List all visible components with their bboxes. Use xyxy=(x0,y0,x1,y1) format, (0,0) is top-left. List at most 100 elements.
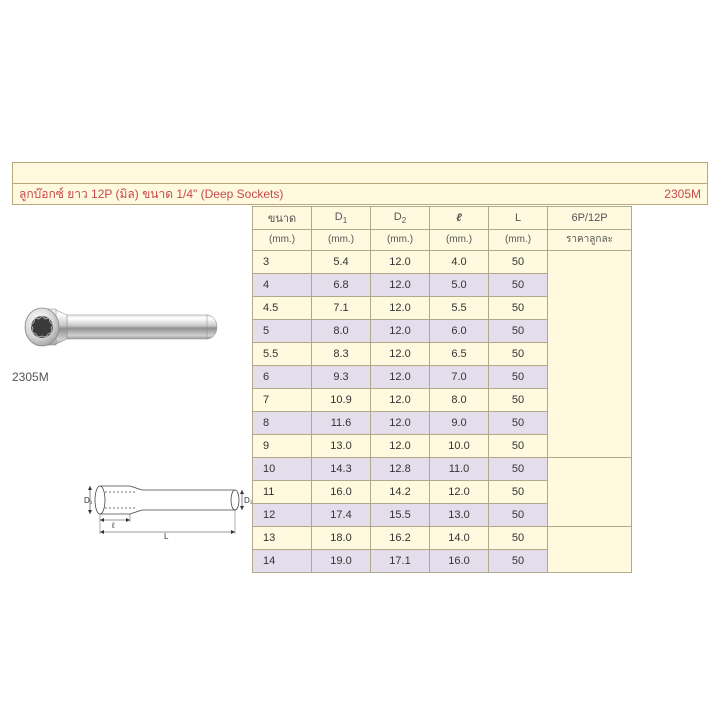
cell-size: 11 xyxy=(253,481,312,504)
th-price-bot: ราคาลูกละ xyxy=(548,230,632,251)
th-d2-bot: (mm.) xyxy=(371,230,430,251)
cell-d1: 14.3 xyxy=(312,458,371,481)
cell-size: 12 xyxy=(253,504,312,527)
cell-l2: 50 xyxy=(489,527,548,550)
socket-icon xyxy=(12,290,222,365)
cell-l2: 50 xyxy=(489,550,548,573)
cell-d2: 12.0 xyxy=(371,366,430,389)
cell-l1: 16.0 xyxy=(430,550,489,573)
cell-d1: 10.9 xyxy=(312,389,371,412)
cell-l2: 50 xyxy=(489,251,548,274)
th-price-top: 6P/12P xyxy=(548,207,632,230)
cell-d2: 12.0 xyxy=(371,320,430,343)
cell-l1: 10.0 xyxy=(430,435,489,458)
cell-size: 6 xyxy=(253,366,312,389)
cell-l1: 13.0 xyxy=(430,504,489,527)
cell-l2: 50 xyxy=(489,504,548,527)
cell-d2: 14.2 xyxy=(371,481,430,504)
cell-l1: 6.5 xyxy=(430,343,489,366)
cell-l1: 7.0 xyxy=(430,366,489,389)
spec-tbody: 35.412.04.05046.812.05.0504.57.112.05.55… xyxy=(253,251,632,573)
cell-l2: 50 xyxy=(489,412,548,435)
cell-l2: 50 xyxy=(489,458,548,481)
dimension-diagram: D₁ D₂ ℓ L xyxy=(80,470,260,540)
cell-d2: 17.1 xyxy=(371,550,430,573)
cell-d1: 18.0 xyxy=(312,527,371,550)
cell-l1: 5.5 xyxy=(430,297,489,320)
cell-size: 4.5 xyxy=(253,297,312,320)
cell-l1: 5.0 xyxy=(430,274,489,297)
cell-l2: 50 xyxy=(489,343,548,366)
th-l2-top: L xyxy=(489,207,548,230)
product-title: ลูกบ๊อกซ์ ยาว 12P (มิล) ขนาด 1/4" (Deep … xyxy=(19,185,283,204)
th-d2-top: D2 xyxy=(371,207,430,230)
cell-l2: 50 xyxy=(489,297,548,320)
cell-price xyxy=(548,527,632,573)
cell-size: 13 xyxy=(253,527,312,550)
table-row: 1014.312.811.050 xyxy=(253,458,632,481)
table-row: 35.412.04.050 xyxy=(253,251,632,274)
cell-d2: 12.0 xyxy=(371,389,430,412)
cell-d1: 7.1 xyxy=(312,297,371,320)
th-l1-bot: (mm.) xyxy=(430,230,489,251)
cell-price xyxy=(548,251,632,458)
product-label: 2305M xyxy=(12,370,232,384)
th-l1-top: ℓ xyxy=(430,207,489,230)
cell-d2: 15.5 xyxy=(371,504,430,527)
cell-price xyxy=(548,458,632,527)
cell-l2: 50 xyxy=(489,366,548,389)
cell-size: 5.5 xyxy=(253,343,312,366)
title-bar: ลูกบ๊อกซ์ ยาว 12P (มิล) ขนาด 1/4" (Deep … xyxy=(12,183,708,205)
cell-d2: 12.0 xyxy=(371,297,430,320)
svg-text:D₁: D₁ xyxy=(84,496,93,505)
spec-table: ขนาด D1 D2 ℓ L 6P/12P (mm.) (mm.) (mm.) … xyxy=(252,206,632,573)
cell-d1: 8.0 xyxy=(312,320,371,343)
th-d1-bot: (mm.) xyxy=(312,230,371,251)
svg-text:ℓ: ℓ xyxy=(111,521,115,530)
cell-size: 5 xyxy=(253,320,312,343)
cell-l1: 9.0 xyxy=(430,412,489,435)
cell-d2: 16.2 xyxy=(371,527,430,550)
cell-size: 4 xyxy=(253,274,312,297)
cell-l1: 11.0 xyxy=(430,458,489,481)
cell-l1: 8.0 xyxy=(430,389,489,412)
cell-d1: 5.4 xyxy=(312,251,371,274)
cell-l1: 6.0 xyxy=(430,320,489,343)
cell-d1: 9.3 xyxy=(312,366,371,389)
cell-l1: 4.0 xyxy=(430,251,489,274)
cell-l1: 12.0 xyxy=(430,481,489,504)
cell-d2: 12.0 xyxy=(371,412,430,435)
cell-l2: 50 xyxy=(489,435,548,458)
cell-size: 3 xyxy=(253,251,312,274)
cell-size: 14 xyxy=(253,550,312,573)
cell-d2: 12.8 xyxy=(371,458,430,481)
cell-d1: 6.8 xyxy=(312,274,371,297)
cell-d1: 13.0 xyxy=(312,435,371,458)
cell-size: 8 xyxy=(253,412,312,435)
cell-d1: 16.0 xyxy=(312,481,371,504)
cell-d2: 12.0 xyxy=(371,274,430,297)
cell-l2: 50 xyxy=(489,389,548,412)
th-d1-top: D1 xyxy=(312,207,371,230)
product-code: 2305M xyxy=(664,187,701,201)
cell-d2: 12.0 xyxy=(371,435,430,458)
cell-size: 10 xyxy=(253,458,312,481)
th-l2-bot: (mm.) xyxy=(489,230,548,251)
cell-d1: 17.4 xyxy=(312,504,371,527)
cell-l2: 50 xyxy=(489,320,548,343)
th-size-bot: (mm.) xyxy=(253,230,312,251)
cell-l1: 14.0 xyxy=(430,527,489,550)
header-spacer xyxy=(12,162,708,184)
cell-size: 9 xyxy=(253,435,312,458)
cell-d1: 8.3 xyxy=(312,343,371,366)
cell-size: 7 xyxy=(253,389,312,412)
th-size-top: ขนาด xyxy=(253,207,312,230)
svg-text:L: L xyxy=(164,532,169,540)
table-row: 1318.016.214.050 xyxy=(253,527,632,550)
cell-d2: 12.0 xyxy=(371,251,430,274)
cell-d1: 19.0 xyxy=(312,550,371,573)
product-image-area: 2305M xyxy=(12,290,232,384)
cell-l2: 50 xyxy=(489,274,548,297)
cell-d1: 11.6 xyxy=(312,412,371,435)
cell-l2: 50 xyxy=(489,481,548,504)
